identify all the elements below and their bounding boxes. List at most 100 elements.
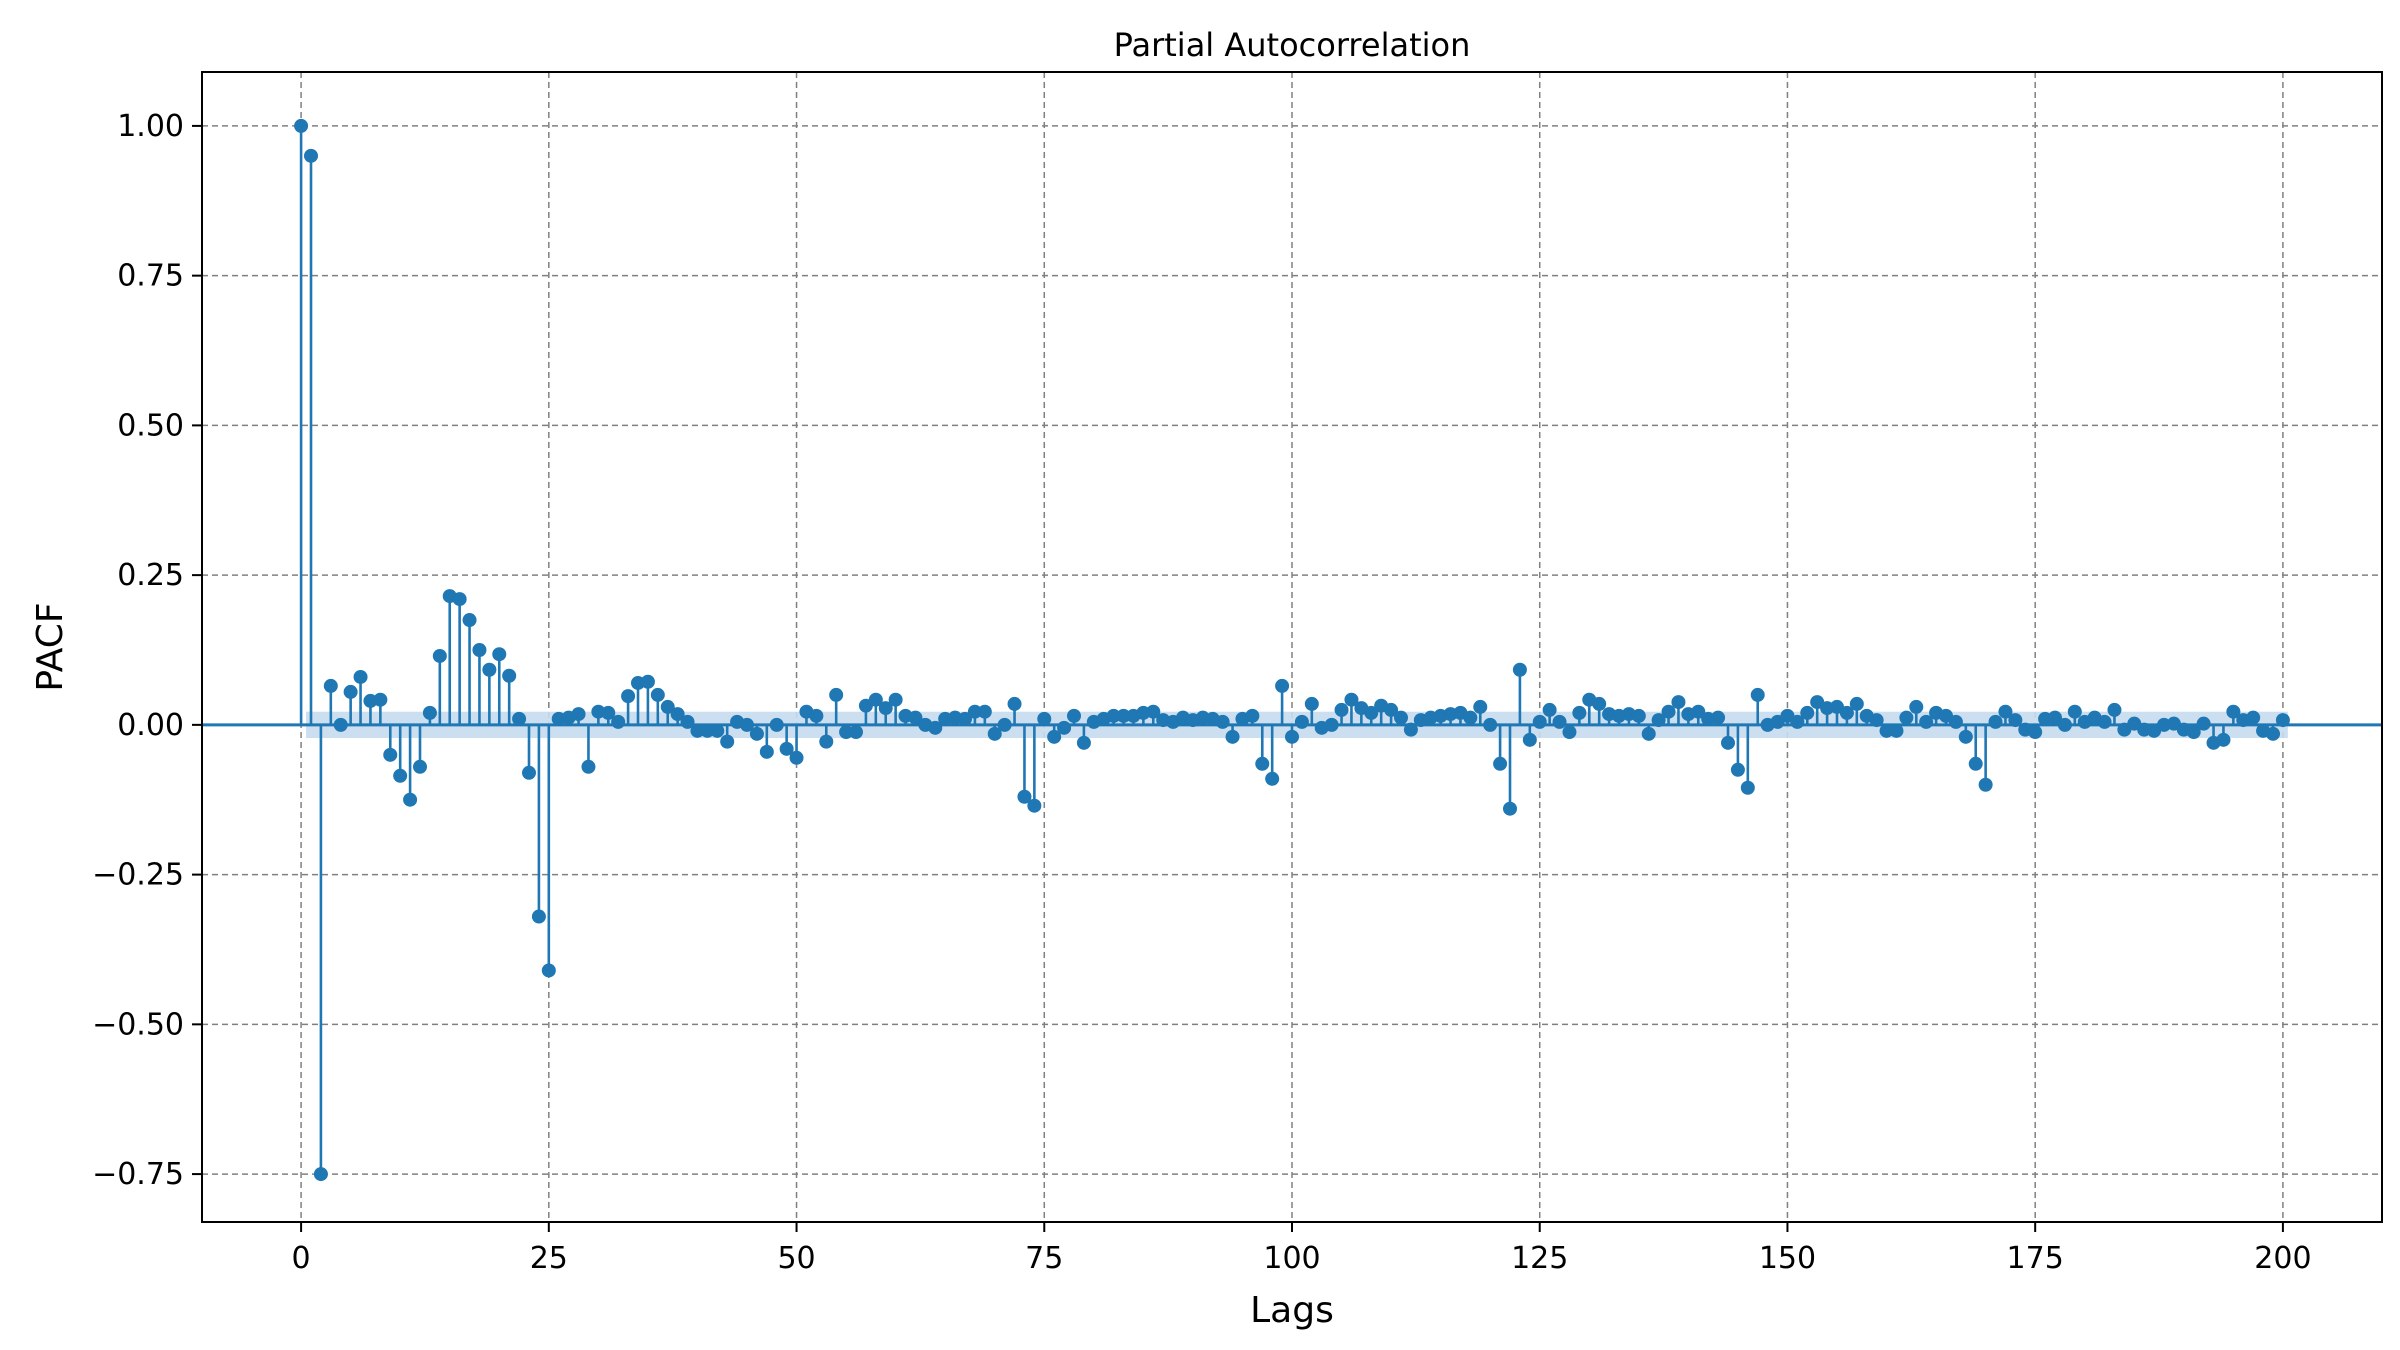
data-point [2186, 725, 2201, 740]
data-point [1027, 798, 1042, 813]
data-point [819, 734, 834, 749]
data-point [1403, 722, 1418, 737]
data-point [1542, 702, 1557, 717]
data-point [422, 705, 437, 720]
x-tick-label: 75 [1025, 1241, 1063, 1276]
data-point [2097, 714, 2112, 729]
data-point [1522, 732, 1537, 747]
data-point [1988, 714, 2003, 729]
data-point [2067, 704, 2082, 719]
data-point [740, 717, 754, 732]
data-point [977, 704, 992, 719]
data-point [680, 714, 695, 729]
x-tick-label: 125 [1511, 1241, 1568, 1276]
y-axis-ticks: −0.75 −0.50 −0.25 0.00 0.25 0.50 0.75 1.00 [92, 109, 202, 1192]
data-point [333, 717, 348, 732]
data-point [581, 759, 596, 774]
data-point [2057, 717, 2072, 732]
data-point [769, 717, 784, 732]
x-tick-label: 200 [2254, 1241, 2311, 1276]
data-point [1304, 696, 1319, 711]
data-point [601, 705, 616, 720]
data-point [304, 148, 318, 163]
data-point [1552, 714, 1567, 729]
data-point [868, 692, 883, 707]
data-point [1106, 708, 1121, 723]
data-point [967, 704, 982, 719]
data-point [1661, 704, 1676, 719]
data-point [700, 723, 715, 738]
data-point [1889, 723, 1904, 738]
data-point [1909, 699, 1924, 714]
data-point [1839, 705, 1854, 720]
data-point [1047, 729, 1062, 744]
data-point [1473, 699, 1488, 714]
data-point [522, 765, 536, 780]
data-point [1344, 692, 1359, 707]
data-point [1255, 756, 1270, 771]
data-point [809, 708, 824, 723]
data-point [2107, 702, 2122, 717]
data-point [650, 687, 665, 702]
data-point [2048, 710, 2062, 725]
data-point [640, 674, 655, 689]
data-point [1869, 713, 1884, 728]
data-point [1968, 756, 1983, 771]
x-axis-ticks: 0 25 50 75 100 125 150 175 200 [292, 1222, 2312, 1276]
data-point [1245, 708, 1260, 723]
y-tick-label: 1.00 [117, 109, 184, 144]
data-point [482, 662, 497, 677]
data-point [1721, 735, 1735, 750]
data-point [1790, 714, 1805, 729]
markers [294, 118, 2290, 1182]
data-point [1641, 726, 1656, 741]
data-point [541, 963, 556, 978]
data-point [1948, 714, 1963, 729]
data-point [323, 678, 338, 693]
data-point [1285, 729, 1299, 744]
data-point [660, 699, 675, 714]
data-point [1750, 687, 1765, 702]
y-tick-label: −0.75 [92, 1157, 184, 1192]
x-tick-label: 175 [2007, 1241, 2064, 1276]
data-point [720, 734, 735, 749]
data-point [343, 684, 358, 699]
data-point [958, 711, 972, 726]
data-point [313, 1167, 328, 1182]
data-point [829, 687, 844, 702]
data-point [759, 744, 774, 759]
data-point [1146, 704, 1161, 719]
data-point [531, 909, 546, 924]
data-point [2266, 726, 2280, 741]
data-point [1651, 713, 1666, 728]
x-axis-label: Lags [1250, 1290, 1334, 1331]
data-point [1592, 696, 1607, 711]
data-point [472, 642, 487, 657]
data-point [2216, 732, 2231, 747]
data-point [1998, 704, 2013, 719]
data-point [393, 768, 408, 783]
data-point [373, 692, 388, 707]
data-point [1562, 725, 1577, 740]
data-point [294, 118, 309, 133]
x-tick-label: 100 [1263, 1241, 1320, 1276]
data-point [849, 725, 863, 740]
data-point [1334, 702, 1349, 717]
x-tick-label: 25 [530, 1241, 568, 1276]
data-point [1384, 702, 1399, 717]
data-point [690, 723, 705, 738]
data-point [1057, 720, 1072, 735]
data-point [1017, 789, 1032, 804]
y-tick-label: −0.50 [92, 1007, 184, 1042]
y-tick-label: −0.25 [92, 858, 184, 893]
data-point [997, 717, 1012, 732]
data-point [1532, 714, 1547, 729]
data-point [1324, 717, 1339, 732]
data-point [1512, 662, 1527, 677]
data-point [1879, 723, 1894, 738]
data-point [1116, 708, 1131, 723]
y-tick-label: 0.75 [117, 259, 184, 294]
data-point [1503, 801, 1517, 816]
